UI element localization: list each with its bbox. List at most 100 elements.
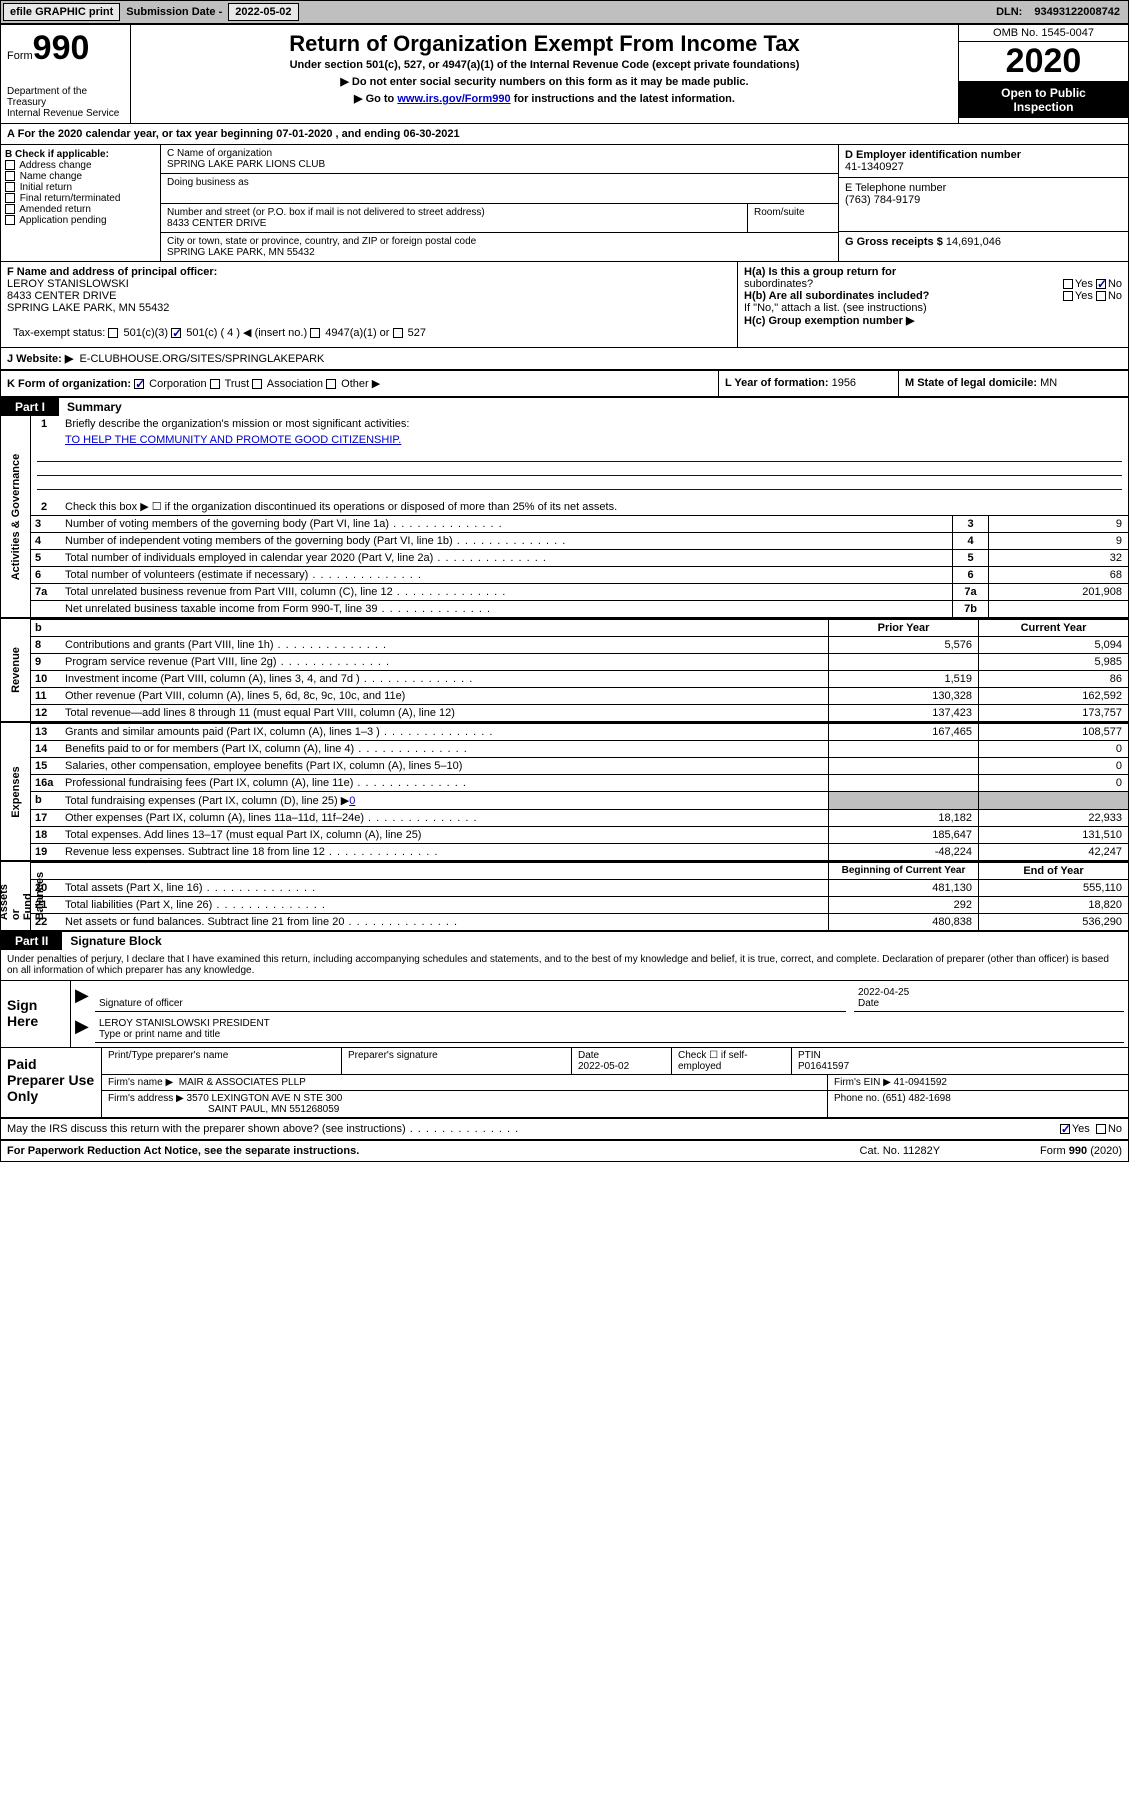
l22: Net assets or fund balances. Subtract li… [59,914,828,930]
side-ag: Activities & Governance [1,416,31,617]
cb-amended[interactable] [5,204,15,214]
check-self[interactable]: Check ☐ if self-employed [672,1048,792,1074]
part2-tab: Part II [1,932,62,950]
cb-address[interactable] [5,160,15,170]
cb-ha-no[interactable] [1096,279,1106,289]
p15 [828,758,978,774]
ha-label: H(a) Is this a group return for [744,266,896,278]
m-val: MN [1040,377,1057,389]
c16a: 0 [978,775,1128,791]
officer-addr2: SPRING LAKE PARK, MN 55432 [7,302,169,314]
form-logo-cell: Form990 Department of the Treasury Inter… [1,25,131,123]
cb-discuss-yes[interactable] [1060,1124,1070,1134]
cb-name[interactable] [5,171,15,181]
discuss-label: May the IRS discuss this return with the… [7,1123,519,1135]
officer-name: LEROY STANISLOWSKI [7,278,129,290]
hb-label: H(b) Are all subordinates included? [744,290,929,302]
efile-btn[interactable]: efile GRAPHIC print [3,3,120,21]
part2-title: Signature Block [62,934,161,948]
v3: 9 [988,516,1128,532]
sig-officer-line: Signature of officer [95,985,846,1012]
c19: 42,247 [978,844,1128,860]
p12: 137,423 [828,705,978,721]
end-head: End of Year [978,863,1128,879]
firm-addr1: 3570 LEXINGTON AVE N STE 300 [187,1093,343,1104]
k-label: K Form of organization: [7,378,131,390]
m-label: M State of legal domicile: [905,377,1037,389]
cb-app[interactable] [5,215,15,225]
l20: Total assets (Part X, line 16) [59,880,828,896]
org-name: SPRING LAKE PARK LIONS CLUB [167,159,325,170]
l11: Other revenue (Part VIII, column (A), li… [59,688,828,704]
side-rev: Revenue [1,619,31,721]
firm-addr-label: Firm's address ▶ [108,1093,184,1104]
p16a [828,775,978,791]
p18: 185,647 [828,827,978,843]
cb-discuss-no[interactable] [1096,1124,1106,1134]
cb-corp[interactable] [134,379,144,389]
tax-label: Tax-exempt status: [13,327,105,339]
v5: 32 [988,550,1128,566]
cb-ha-yes[interactable] [1063,279,1073,289]
sub-date-label: Submission Date - [120,6,228,18]
cb-hb-no[interactable] [1096,291,1106,301]
cb-final[interactable] [5,193,15,203]
sub3-post: for instructions and the latest informat… [511,93,735,105]
prep-date-label: Date [578,1050,599,1061]
cb-initial[interactable] [5,182,15,192]
c22: 536,290 [978,914,1128,930]
cb-hb-yes[interactable] [1063,291,1073,301]
cb-501c3[interactable] [108,328,118,338]
part1-title: Summary [59,400,122,414]
room-label: Room/suite [748,204,838,233]
l5: Total number of individuals employed in … [59,550,952,566]
page-title: Return of Organization Exempt From Incom… [137,31,952,57]
side-net: Net Assets or Fund Balances [1,862,31,930]
addr-label: Number and street (or P.O. box if mail i… [167,207,485,218]
cb-trust[interactable] [210,379,220,389]
p21: 292 [828,897,978,913]
ein: 41-1340927 [845,161,904,173]
l10: Investment income (Part VIII, column (A)… [59,671,828,687]
open1: Open to Public [1001,86,1086,100]
l13: Grants and similar amounts paid (Part IX… [59,724,828,740]
cb-other[interactable] [326,379,336,389]
calendar-line: A For the 2020 calendar year, or tax yea… [1,124,1128,145]
g-label: G Gross receipts $ [845,236,943,248]
website-label: J Website: ▶ [7,353,73,365]
l14: Benefits paid to or for members (Part IX… [59,741,828,757]
c13: 108,577 [978,724,1128,740]
l3: Number of voting members of the governin… [59,516,952,532]
tax-year: 2020 [959,42,1128,82]
part1-tab: Part I [1,398,59,416]
cb-4947[interactable] [310,328,320,338]
cb-527[interactable] [393,328,403,338]
p13: 167,465 [828,724,978,740]
officer-typeline: LEROY STANISLOWSKI PRESIDENTType or prin… [95,1016,1124,1043]
l18: Total expenses. Add lines 13–17 (must eq… [59,827,828,843]
sub-date-btn[interactable]: 2022-05-02 [228,3,298,21]
city-val: SPRING LAKE PARK, MN 55432 [167,247,315,258]
cb-501c[interactable] [171,328,181,338]
cb-assoc[interactable] [252,379,262,389]
l12: Total revenue—add lines 8 through 11 (mu… [59,705,828,721]
prep-sig: Preparer's signature [342,1048,572,1074]
l-label: L Year of formation: [725,377,829,389]
v4: 9 [988,533,1128,549]
firm-name-label: Firm's name ▶ [108,1077,173,1088]
l9: Program service revenue (Part VIII, line… [59,654,828,670]
city-label: City or town, state or province, country… [167,236,476,247]
irs-link[interactable]: www.irs.gov/Form990 [397,93,510,105]
form-number: 990 [33,29,90,67]
street-addr: 8433 CENTER DRIVE [167,218,266,229]
p14 [828,741,978,757]
arrow-icon: ▶ [75,985,95,1012]
v7a: 201,908 [988,584,1128,600]
firm-name: MAIR & ASSOCIATES PLLP [179,1077,306,1088]
l1v: TO HELP THE COMMUNITY AND PROMOTE GOOD C… [65,434,401,446]
firm-addr2: SAINT PAUL, MN 551268059 [208,1104,339,1115]
c18: 131,510 [978,827,1128,843]
penalty-text: Under penalties of perjury, I declare th… [1,950,1128,981]
hc-label: H(c) Group exemption number ▶ [744,315,914,327]
c-label: C Name of organization [167,148,272,159]
